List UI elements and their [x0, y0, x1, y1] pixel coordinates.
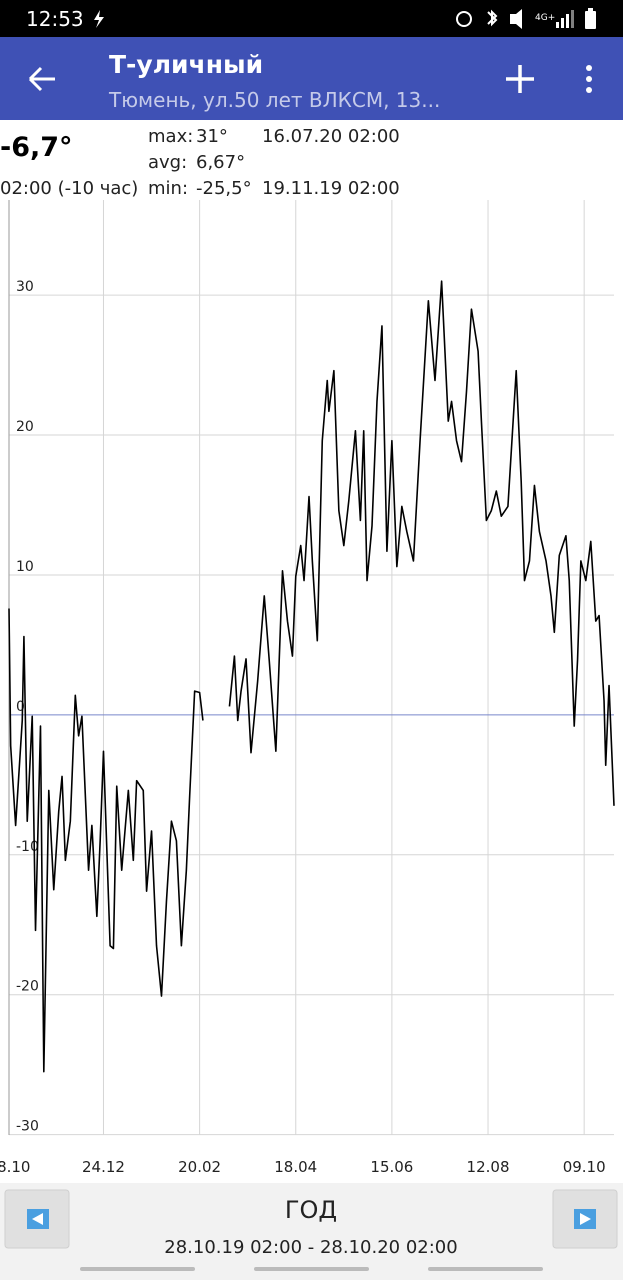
- summary-panel: [0, 120, 623, 200]
- chart: 28.10 24.12 20.02 18.04 15.06 12.08 09.10 -30 -2…: [0, 200, 623, 1183]
- y-tick-label: 30: [16, 279, 34, 295]
- data-line: [8, 280, 615, 1073]
- menu-button[interactable]: [586, 65, 592, 93]
- status-icons: 4G+: [456, 8, 596, 29]
- next-button[interactable]: [552, 1189, 618, 1249]
- app-subtitle: Тюмень, ул.50 лет ВЛКСМ, 13...: [108, 88, 440, 112]
- x-tick-label: 28.10: [0, 1158, 30, 1176]
- x-tick-label: 20.02: [178, 1158, 221, 1176]
- status-time: 12:53: [26, 7, 84, 31]
- max-label: max:: [148, 126, 193, 147]
- app-title: Т-уличный: [109, 50, 263, 79]
- min-value: -25,5°: [196, 178, 252, 199]
- y-tick-label: -20: [16, 979, 39, 995]
- prev-button[interactable]: [4, 1189, 70, 1249]
- avg-label: avg:: [148, 152, 187, 173]
- y-tick-label: 20: [16, 419, 34, 435]
- min-label: min:: [148, 178, 188, 199]
- period-range: 28.10.19 02:00 - 28.10.20 02:00: [164, 1237, 457, 1258]
- x-tick-label: 15.06: [370, 1158, 413, 1176]
- y-tick-label: 10: [16, 559, 34, 575]
- footer: [0, 1183, 623, 1265]
- x-tick-label: 24.12: [82, 1158, 125, 1176]
- max-time: 16.07.20 02:00: [262, 126, 400, 147]
- y-tick-label: -30: [16, 1119, 39, 1135]
- nav-pill: [254, 1267, 369, 1271]
- x-tick-label: 12.08: [467, 1158, 510, 1176]
- charging-icon: [94, 10, 104, 28]
- svg-text:4G+: 4G+: [535, 13, 555, 23]
- status-bar: [0, 0, 623, 37]
- nav-pill: [80, 1267, 195, 1271]
- y-tick-label: -10: [16, 839, 39, 855]
- current-value: -6,7°: [0, 132, 73, 163]
- plot-background: [0, 200, 623, 1183]
- add-button[interactable]: [506, 65, 534, 93]
- x-tick-label: 18.04: [274, 1158, 317, 1176]
- avg-value: 6,67°: [196, 152, 245, 173]
- back-button[interactable]: [28, 66, 55, 92]
- period-label: ГОД: [285, 1196, 337, 1224]
- current-time: 02:00 (-10 час): [0, 178, 138, 199]
- x-tick-label: 09.10: [563, 1158, 606, 1176]
- max-value: 31°: [196, 126, 228, 147]
- y-tick-label: 0: [16, 699, 25, 715]
- min-time: 19.11.19 02:00: [262, 178, 400, 199]
- nav-pill: [428, 1267, 543, 1271]
